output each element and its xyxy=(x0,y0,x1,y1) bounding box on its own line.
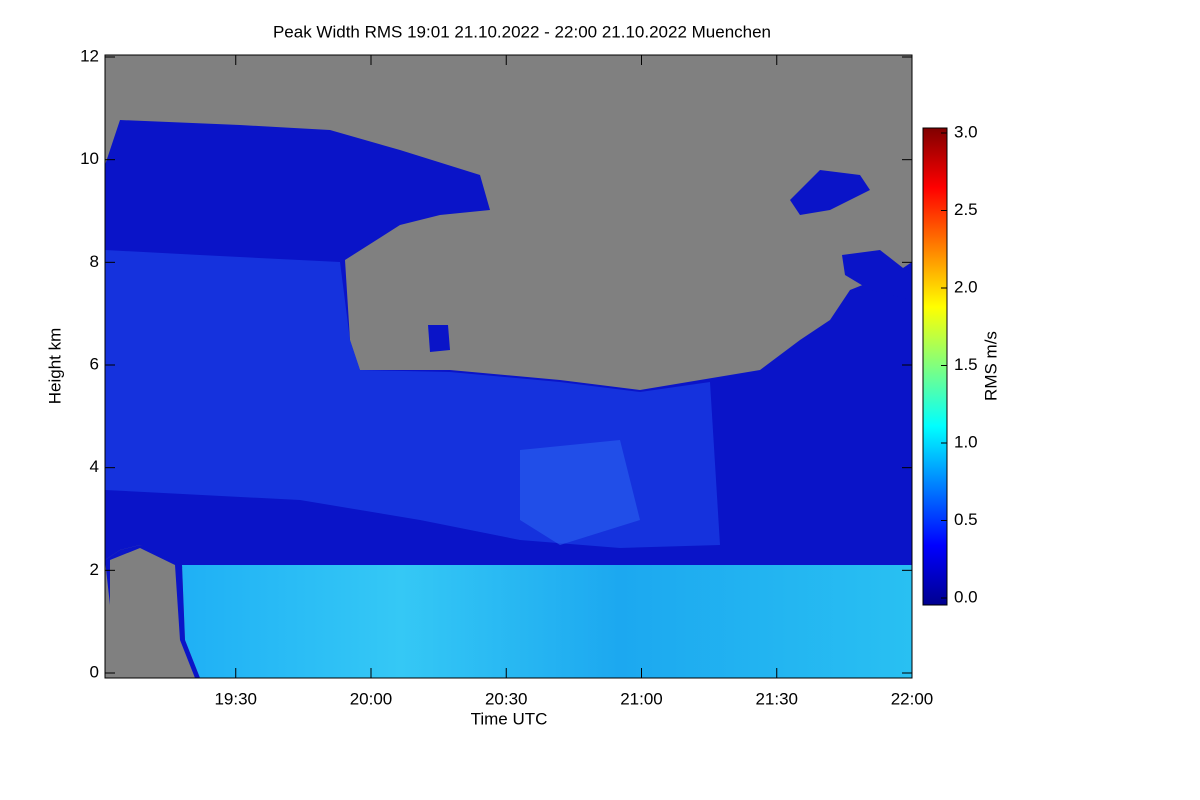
x-tick-label: 22:00 xyxy=(891,689,934,708)
y-tick-label: 6 xyxy=(90,354,99,373)
heatmap xyxy=(105,55,912,678)
x-axis-label: Time UTC xyxy=(471,709,548,728)
colorbar-tick-label: 2.0 xyxy=(954,277,978,296)
colorbar-tick-label: 2.5 xyxy=(954,200,978,219)
colorbar xyxy=(922,127,948,606)
x-tick-label: 19:30 xyxy=(214,689,257,708)
colorbar-tick-label: 1.5 xyxy=(954,355,978,374)
colorbar-tick-label: 1.0 xyxy=(954,432,978,451)
x-tick-label: 20:30 xyxy=(485,689,528,708)
x-tick-label: 21:30 xyxy=(755,689,798,708)
colorbar-tick-label: 3.0 xyxy=(954,122,978,141)
plot-frame xyxy=(104,54,913,679)
colorbar-tick-label: 0.5 xyxy=(954,510,978,529)
x-tick-label: 21:00 xyxy=(620,689,663,708)
y-tick-label: 4 xyxy=(90,457,99,476)
chart-title: Peak Width RMS 19:01 21.10.2022 - 22:00 … xyxy=(273,22,771,41)
y-tick-label: 2 xyxy=(90,560,99,579)
y-tick-label: 8 xyxy=(90,252,99,271)
x-tick-label: 20:00 xyxy=(350,689,393,708)
y-tick-label: 10 xyxy=(80,149,99,168)
y-tick-label: 12 xyxy=(80,46,99,65)
colorbar-label: RMS m/s xyxy=(981,331,1000,401)
y-axis-label: Height km xyxy=(45,328,64,405)
colorbar-tick-label: 0.0 xyxy=(954,587,978,606)
y-tick-label: 0 xyxy=(90,662,99,681)
